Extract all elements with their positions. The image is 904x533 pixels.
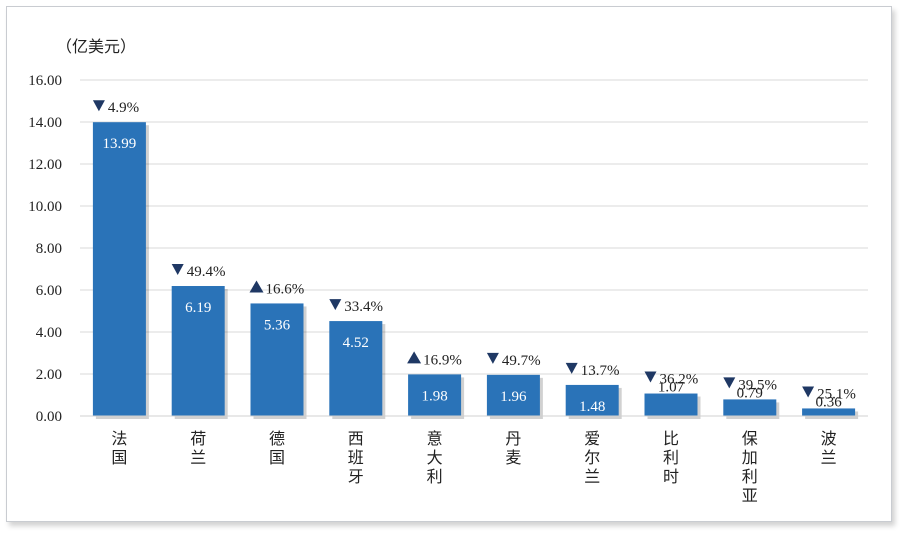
bar-value-label: 1.07: [658, 380, 685, 396]
x-category-label: 德国: [269, 429, 285, 467]
bars: 13.99 4.9% 6.19 49.4% 5.36 16.6% 4.52 33.4% 1.98…: [92, 100, 859, 420]
x-category-label: 爱尔兰: [584, 429, 600, 486]
x-category-label: 保加利亚: [742, 429, 758, 505]
x-category-label: 法国: [111, 429, 127, 467]
down-triangle-icon: [486, 352, 499, 364]
down-triangle-icon: [802, 386, 815, 398]
y-tick-label: 0.00: [36, 409, 62, 425]
down-triangle-icon: [329, 299, 342, 311]
up-triangle-icon: [249, 280, 264, 293]
x-category-label: 波兰: [821, 429, 837, 467]
bar: [565, 384, 619, 416]
y-axis-ticks: 0.00 2.00 4.00 6.00 8.00 10.00 12.00 14.00 16.00: [28, 73, 62, 425]
change-label: 4.9%: [108, 100, 139, 116]
bar-value-label: 13.99: [103, 136, 137, 152]
bar: [723, 399, 777, 416]
x-category-label: 丹麦: [505, 429, 521, 467]
change-label: 33.4%: [344, 299, 383, 315]
bar: [644, 393, 698, 416]
y-tick-label: 14.00: [28, 115, 62, 131]
bar-value-label: 1.98: [421, 388, 447, 404]
y-tick-label: 4.00: [36, 325, 62, 341]
y-tick-label: 2.00: [36, 367, 62, 383]
down-triangle-icon: [644, 371, 657, 383]
y-tick-label: 12.00: [28, 157, 62, 173]
down-triangle-icon: [92, 100, 105, 112]
bar: [408, 374, 462, 416]
up-triangle-icon: [407, 351, 422, 364]
bar-value-label: 6.19: [185, 300, 211, 316]
bar: [171, 286, 225, 416]
x-category-label: 意大利: [427, 429, 443, 486]
down-triangle-icon: [565, 362, 578, 374]
y-tick-label: 10.00: [28, 199, 62, 215]
bar: [802, 408, 856, 416]
bar-value-label: 5.36: [264, 317, 291, 333]
x-category-label: 荷兰: [190, 429, 206, 467]
y-axis-unit-label: （亿美元）: [56, 37, 136, 56]
y-tick-label: 8.00: [36, 241, 62, 257]
change-label: 13.7%: [581, 363, 620, 379]
y-tick-label: 6.00: [36, 283, 62, 299]
change-label: 25.1%: [817, 386, 856, 402]
bar: [250, 303, 304, 416]
bar-value-label: 1.48: [579, 399, 605, 415]
x-category-label: 西班牙: [348, 429, 364, 486]
x-axis-labels: 法国 荷兰 德国 西班牙 意大利 丹麦 爱尔兰 比利时 保加利亚 波兰: [111, 429, 836, 505]
bar-value-label: 0.79: [737, 385, 763, 401]
change-label: 39.5%: [738, 377, 777, 393]
bar: [486, 374, 540, 416]
chart-frame: [6, 6, 892, 522]
change-label: 49.4%: [187, 264, 226, 280]
bar-value-label: 0.36: [815, 394, 842, 410]
change-label: 49.7%: [502, 353, 541, 369]
bar-value-label: 1.96: [500, 389, 527, 405]
change-label: 36.2%: [660, 372, 699, 388]
change-label: 16.9%: [423, 352, 462, 368]
down-triangle-icon: [171, 264, 184, 276]
x-category-label: 比利时: [663, 429, 679, 486]
down-triangle-icon: [723, 377, 736, 389]
bar: [329, 321, 383, 416]
bar: [92, 122, 146, 417]
y-tick-label: 16.00: [28, 73, 62, 89]
bar-value-label: 4.52: [343, 335, 369, 351]
change-label: 16.6%: [266, 281, 305, 297]
